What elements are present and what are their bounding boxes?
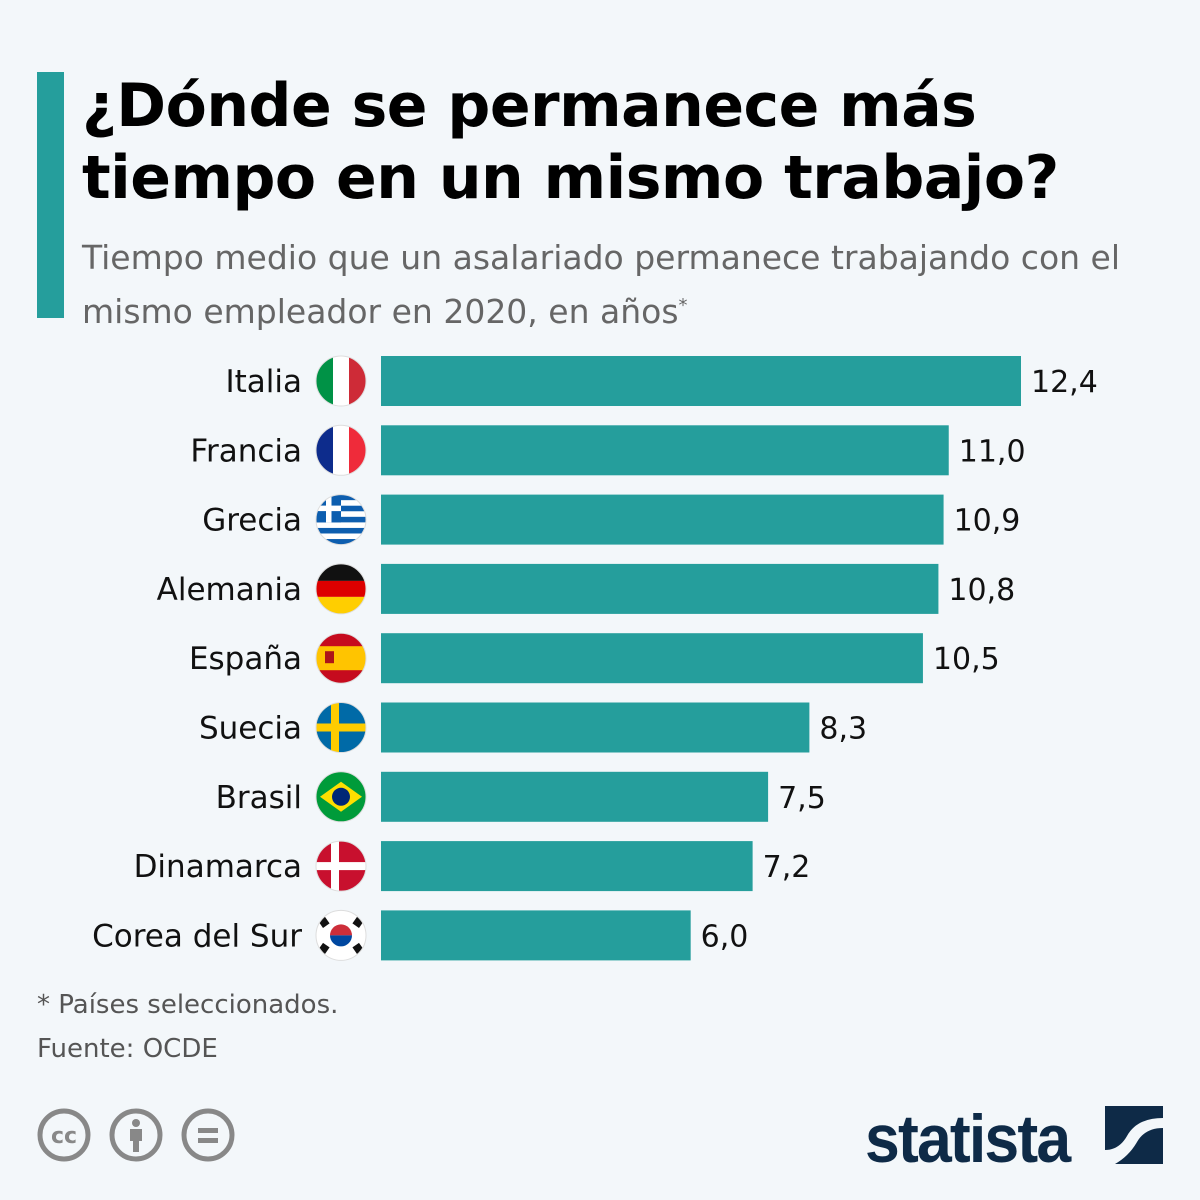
source: Fuente: OCDE <box>37 1034 218 1064</box>
flag-br-icon <box>316 771 366 822</box>
bar <box>381 771 769 822</box>
flag-border <box>315 702 367 753</box>
chart-subtitle: Tiempo medio que un asalariado permanece… <box>82 234 1182 336</box>
flag-border <box>315 494 367 546</box>
flag-kr-icon <box>316 910 366 961</box>
subtitle-asterisk: * <box>678 295 688 316</box>
flag-dk-icon <box>316 841 366 892</box>
statista-logo: statista <box>865 1101 1071 1177</box>
bar <box>381 633 923 684</box>
bar <box>381 425 949 476</box>
category-label: Grecia <box>202 503 302 539</box>
data-label: 10,9 <box>954 504 1021 539</box>
bar <box>381 563 939 614</box>
category-label: Dinamarca <box>134 849 302 885</box>
flag-es-icon <box>316 633 366 684</box>
accent-bar <box>37 72 64 318</box>
svg-text:cc: cc <box>51 1124 77 1149</box>
category-label: Alemania <box>157 572 302 608</box>
data-label: 11,0 <box>959 434 1026 469</box>
data-label: 10,5 <box>933 642 1000 677</box>
flag-border <box>315 563 367 615</box>
bar <box>381 910 691 961</box>
cc-icon: cc <box>37 1108 91 1162</box>
chart-title: ¿Dónde se permanece más tiempo en un mis… <box>82 71 1059 213</box>
bar <box>381 702 810 753</box>
bar-chart: Italia 12,4 Francia 11,0 Grecia 10,9 Alemania 1… <box>92 355 1098 961</box>
statista-logo-mark-icon <box>1105 1106 1163 1164</box>
data-label: 10,8 <box>948 573 1015 608</box>
flag-border <box>315 840 367 892</box>
category-label: Francia <box>190 433 302 469</box>
flag-border <box>315 632 367 684</box>
category-label: Italia <box>225 364 302 400</box>
flag-border <box>315 355 367 407</box>
flag-it-icon <box>316 356 366 406</box>
data-label: 6,0 <box>701 919 749 954</box>
data-label: 8,3 <box>819 712 867 747</box>
category-label: España <box>189 641 302 677</box>
bar <box>381 494 944 545</box>
data-label: 12,4 <box>1031 365 1098 400</box>
flag-se-icon <box>316 702 366 753</box>
category-label: Corea del Sur <box>92 918 302 954</box>
bar <box>381 356 1021 406</box>
data-label: 7,5 <box>778 781 826 816</box>
category-label: Suecia <box>199 711 302 747</box>
no-derivatives-icon <box>181 1108 235 1162</box>
flag-border <box>315 909 367 961</box>
bar <box>381 841 753 892</box>
category-label: Brasil <box>216 780 302 816</box>
flag-de-icon <box>316 563 366 614</box>
flag-border <box>315 424 367 476</box>
footnote: * Países seleccionados. <box>37 990 339 1020</box>
data-label: 7,2 <box>763 850 811 885</box>
flag-fr-icon <box>316 425 366 476</box>
attribution-icon <box>109 1108 163 1162</box>
subtitle-text: Tiempo medio que un asalariado permanece… <box>82 238 1121 331</box>
flag-border <box>315 771 367 823</box>
